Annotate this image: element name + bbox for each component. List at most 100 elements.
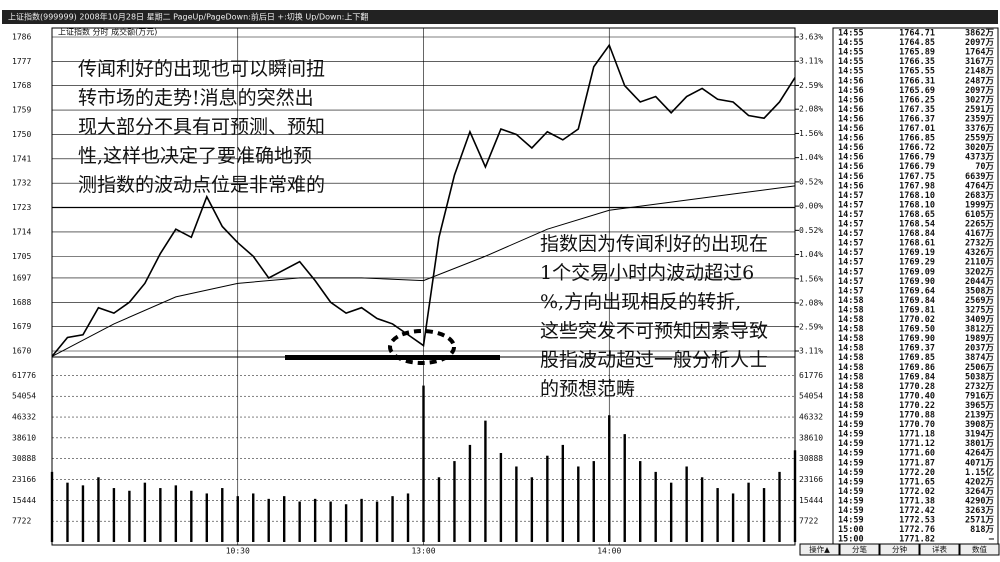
tick-volume: 3874万 — [965, 353, 994, 363]
volume-bar — [778, 471, 781, 542]
tab[interactable] — [799, 543, 840, 556]
volume-bar — [422, 385, 425, 542]
tick-volume: 2097万 — [965, 86, 994, 96]
tick-volume: 4264万 — [965, 449, 994, 459]
tab[interactable] — [959, 543, 1000, 556]
volume-bar — [313, 498, 317, 542]
tick-price: 1771.60 — [899, 449, 935, 459]
tick-volume: 2683万 — [965, 191, 994, 201]
vol-tick-label-right: 38610 — [799, 433, 823, 442]
y-tick-label: 1688 — [12, 298, 31, 307]
tick-time: 14:58 — [838, 401, 864, 411]
tick-volume: 3801万 — [965, 439, 994, 449]
annotation-line: %,方向出现相反的转折, — [540, 291, 741, 313]
tick-volume: 4290万 — [965, 496, 994, 506]
tab-label[interactable]: 详表 — [932, 544, 947, 554]
tab-label[interactable]: 操作▲ — [809, 544, 830, 554]
annotation: 指数因为传闻利好的出现在 1个交易小时内波动超过6 %,方向出现相反的转折, 这些突发… — [540, 233, 768, 400]
tick-time: 14:58 — [838, 363, 864, 373]
tab-label[interactable]: 分钟 — [892, 544, 907, 554]
tick-price: 1767.01 — [899, 124, 935, 134]
annotation-line: 测指数的波动点位是非常难的 — [78, 174, 325, 196]
volume-bar — [267, 498, 270, 542]
tick-volume: 3263万 — [965, 506, 994, 516]
support-line — [285, 355, 500, 360]
tick-price: 1766.79 — [899, 162, 935, 172]
tick-price: 1766.79 — [899, 153, 935, 163]
tick-time: 14:59 — [838, 487, 864, 497]
tick-time: 15:00 — [838, 525, 864, 535]
tick-volume: 3965万 — [965, 401, 994, 411]
tick-time: 14:59 — [838, 506, 864, 516]
tick-price: 1772.20 — [899, 468, 935, 478]
volume-bar — [793, 450, 797, 542]
tick-volume: 1999万 — [965, 200, 994, 210]
tick-time: 14:59 — [838, 439, 864, 449]
volume-bar — [530, 477, 534, 542]
tick-volume: 2732万 — [965, 239, 994, 249]
volume-bar — [159, 488, 162, 542]
vol-tick-label-right: 23166 — [799, 475, 823, 484]
tick-time: 14:59 — [838, 496, 864, 506]
tick-volume: 1764万 — [965, 48, 994, 58]
price-line — [51, 43, 796, 357]
tick-price: 1766.25 — [899, 95, 935, 105]
tick-volume: 2097万 — [965, 38, 994, 48]
volume-bar — [762, 488, 766, 542]
volume-bar — [375, 501, 379, 542]
volume-bar — [700, 477, 704, 542]
tick-volume: 3812万 — [965, 325, 994, 335]
tick-volume: 2591万 — [965, 105, 994, 115]
volume-bar — [298, 501, 301, 542]
tick-time: 14:58 — [838, 315, 864, 325]
vol-tick-label: 30888 — [12, 454, 36, 463]
volume-bar — [174, 485, 178, 542]
tick-time: 14:57 — [838, 210, 864, 220]
tab-label[interactable]: 数值 — [972, 544, 987, 554]
tick-time: 14:55 — [838, 67, 864, 77]
tab[interactable] — [879, 543, 920, 556]
vol-tick-label-right: 61776 — [799, 371, 823, 380]
tick-price: 1770.70 — [899, 420, 935, 430]
volume-bar — [639, 461, 642, 542]
tick-time: 14:58 — [838, 344, 864, 354]
tick-volume: 6105万 — [965, 210, 994, 220]
tick-time: 14:57 — [838, 258, 864, 268]
y2-tick-label: 3.11% — [799, 347, 823, 356]
volume-bar — [329, 501, 332, 542]
y-tick-label: 1741 — [12, 154, 31, 163]
tick-time: 14:55 — [838, 48, 864, 58]
tick-volume: 3027万 — [965, 95, 994, 105]
tick-volume: 3202万 — [965, 267, 994, 277]
tick-price: 1765.55 — [899, 67, 935, 77]
tick-price: 1770.28 — [899, 382, 935, 392]
tick-price: 1772.53 — [899, 516, 935, 526]
tick-volume: 2569万 — [965, 296, 994, 306]
annotation-line: 1个交易小时内波动超过6 — [540, 262, 754, 284]
volume-bar — [592, 461, 595, 542]
tick-time: 14:59 — [838, 449, 864, 459]
y2-tick-label: 2.59% — [799, 81, 823, 90]
volume-bar — [577, 466, 580, 542]
tab-label[interactable]: 分笔 — [852, 544, 867, 554]
y-tick-label: 1714 — [12, 227, 31, 236]
tab[interactable] — [839, 543, 880, 556]
volume-bar — [484, 420, 487, 542]
tick-price: 1772.02 — [899, 487, 935, 497]
y-tick-label: 1723 — [12, 203, 31, 212]
tick-volume: 70万 — [975, 162, 994, 172]
tick-price: 1764.71 — [899, 29, 935, 39]
tick-price: 1769.64 — [899, 286, 935, 296]
tick-price: 1766.31 — [899, 76, 935, 86]
tab[interactable] — [919, 543, 960, 556]
volume-bar — [731, 493, 735, 542]
volume-bar — [344, 504, 348, 542]
y-tick-label: 1777 — [12, 57, 31, 66]
volume-bar — [50, 471, 54, 542]
x-tick-label: 14:00 — [597, 547, 621, 556]
tick-volume: 5038万 — [965, 372, 994, 382]
volume-bar — [546, 455, 549, 542]
tick-price: 1769.86 — [899, 363, 935, 373]
tick-volume: 2265万 — [965, 220, 994, 230]
